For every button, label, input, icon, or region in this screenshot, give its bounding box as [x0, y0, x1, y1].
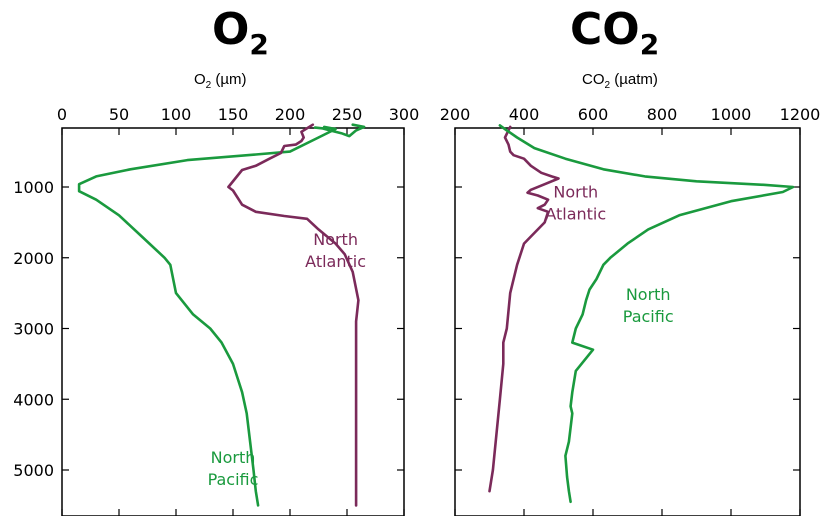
co2-series-line-0	[488, 125, 560, 493]
o2-series-line-2	[313, 123, 366, 138]
o2-axis-label: O2 (µm)	[194, 71, 247, 91]
o2-title: O2	[212, 4, 269, 61]
co2-x-tick-label: 400	[509, 105, 540, 124]
o2-x-tick-label: 250	[332, 105, 363, 124]
depth-tick-label: 3000	[13, 320, 54, 339]
o2-series-line-1	[227, 123, 360, 507]
co2-x-tick-label: 600	[578, 105, 609, 124]
o2-ticks: 0 50 100 150 200 250 300 1000 2000 3000 4000 5000	[13, 105, 419, 516]
co2-series-label: North Atlantic	[545, 183, 606, 224]
depth-tick-label: 5000	[13, 461, 54, 480]
o2-series-line-0	[77, 125, 337, 507]
depth-tick-label: 2000	[13, 249, 54, 268]
co2-plot-frame	[454, 127, 801, 516]
co2-x-tick-label: 200	[440, 105, 471, 124]
o2-annotations: North Pacific North Atlantic	[208, 230, 366, 489]
co2-x-tick-label: 800	[647, 105, 678, 124]
co2-lines	[488, 124, 795, 504]
co2-x-tick-label: 1000	[711, 105, 752, 124]
o2-series-label: North Atlantic	[305, 230, 366, 271]
co2-ticks: 200 400 600 800 1000 1200	[440, 105, 821, 516]
o2-panel: O2 O2 (µm) 0 50 100 150 200 250 300 1000 2000 300…	[13, 4, 419, 516]
o2-x-tick-label: 150	[218, 105, 249, 124]
o2-lines	[77, 123, 366, 507]
co2-series-label: North Pacific	[623, 285, 674, 326]
o2-x-tick-label: 50	[109, 105, 129, 124]
co2-series-line-1	[498, 124, 795, 504]
o2-series-label: North Pacific	[208, 448, 259, 489]
co2-title: CO2	[570, 4, 659, 61]
o2-x-tick-label: 200	[275, 105, 306, 124]
co2-axis-label: CO2 (µatm)	[582, 71, 658, 91]
o2-x-tick-label: 300	[389, 105, 420, 124]
depth-tick-label: 1000	[13, 178, 54, 197]
depth-tick-label: 4000	[13, 390, 54, 409]
o2-x-tick-label: 100	[161, 105, 192, 124]
co2-annotations: North Atlantic North Pacific	[545, 183, 673, 327]
o2-x-tick-label: 0	[57, 105, 67, 124]
co2-x-tick-label: 1200	[780, 105, 821, 124]
co2-panel: CO2 CO2 (µatm) 200 400 600 800 1000 1200 Nort…	[440, 4, 821, 516]
